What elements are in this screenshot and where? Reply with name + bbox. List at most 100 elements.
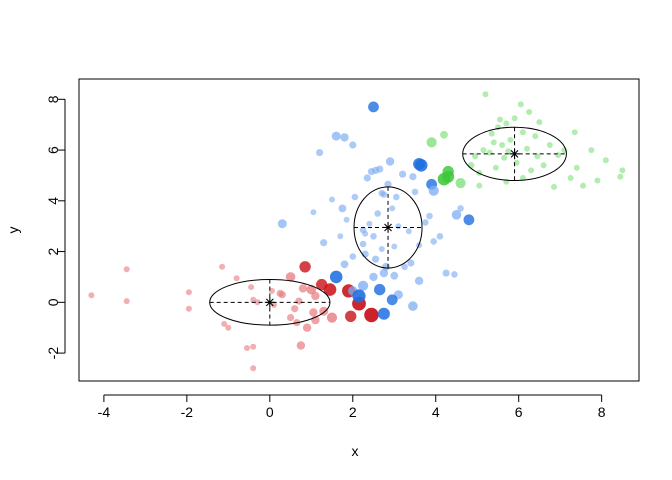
blue-point-63 [414, 159, 428, 172]
blue-point-31 [442, 269, 450, 277]
blue-point-30 [436, 233, 444, 240]
green-point-39 [588, 147, 595, 154]
blue-point-19 [385, 157, 395, 166]
blue-point-47 [390, 271, 399, 280]
blue-point-1 [310, 209, 317, 216]
green-point-17 [501, 154, 508, 161]
cluster-center-star-2 [509, 148, 520, 159]
blue-point-22 [399, 170, 407, 178]
x-tick-label-4: 4 [432, 404, 440, 420]
red-point-11 [254, 299, 261, 306]
plot-box [78, 78, 640, 382]
blue-point-49 [379, 268, 389, 278]
green-point-30 [540, 162, 547, 169]
green-point-8 [476, 182, 483, 189]
y-tick-label-5: 8 [45, 95, 61, 103]
blue-point-53 [340, 260, 349, 269]
blue-point-59 [377, 307, 390, 320]
red-point-4 [185, 305, 192, 312]
blue-point-27 [422, 219, 429, 226]
blue-point-35 [370, 233, 377, 240]
green-point-41 [602, 157, 609, 164]
blue-point-8 [343, 216, 350, 223]
green-point-31 [546, 142, 553, 148]
star-stroke-3 [510, 149, 519, 158]
green-point-12 [490, 139, 497, 146]
blue-point-25 [411, 188, 419, 196]
green-point-25 [524, 145, 530, 152]
green-point-37 [573, 164, 580, 171]
green-point-38 [580, 182, 586, 189]
red-point-26 [309, 308, 318, 317]
blue-point-46 [369, 272, 378, 282]
red-point-18 [278, 291, 286, 299]
x-axis-title: x [352, 443, 359, 459]
blue-point-10 [351, 193, 359, 201]
blue-point-61 [329, 270, 343, 284]
red-point-12 [244, 345, 250, 351]
red-point-34 [326, 312, 338, 323]
green-point-29 [534, 153, 541, 160]
red-point-5 [219, 263, 226, 270]
green-point-20 [507, 136, 514, 143]
red-point-29 [319, 306, 329, 316]
green-point-11 [486, 149, 493, 156]
blue-point-20 [389, 205, 396, 212]
data-points-layer [88, 91, 626, 372]
green-point-18 [503, 120, 510, 127]
green-point-6 [467, 162, 475, 169]
blue-point-56 [386, 294, 398, 306]
x-tick-label-1: -2 [181, 404, 194, 420]
red-point-37 [345, 310, 357, 322]
blue-point-24 [409, 173, 417, 181]
blue-point-18 [384, 180, 392, 188]
blue-point-23 [405, 228, 412, 235]
red-point-0 [88, 292, 95, 299]
blue-point-48 [401, 263, 408, 271]
green-point-26 [526, 109, 533, 115]
blue-point-52 [414, 276, 424, 285]
green-point-45 [519, 175, 526, 181]
blue-point-60 [352, 289, 366, 303]
y-tick-label-4: 6 [45, 146, 61, 154]
red-point-14 [250, 365, 257, 372]
blue-point-12 [363, 174, 371, 182]
blue-point-54 [358, 280, 369, 291]
blue-point-9 [349, 141, 357, 149]
blue-point-6 [338, 204, 347, 213]
blue-point-32 [451, 271, 458, 278]
x-tick-label-3: 2 [349, 404, 357, 420]
red-point-15 [268, 287, 275, 294]
green-point-42 [617, 173, 624, 180]
blue-point-68 [368, 101, 379, 113]
green-point-5 [455, 178, 466, 189]
red-point-19 [287, 314, 295, 322]
blue-point-64 [451, 210, 462, 220]
green-point-9 [480, 147, 487, 154]
blue-point-55 [374, 283, 386, 296]
green-point-23 [517, 101, 524, 108]
blue-point-42 [349, 253, 357, 260]
green-point-33 [555, 152, 562, 159]
red-point-22 [295, 297, 303, 305]
green-point-32 [551, 183, 557, 190]
green-point-35 [567, 175, 574, 181]
x-tick-label-0: -4 [98, 404, 111, 420]
red-point-9 [248, 284, 255, 291]
green-point-46 [472, 153, 479, 160]
red-point-2 [123, 298, 130, 305]
green-point-15 [497, 116, 503, 123]
cluster-center-star-0 [264, 297, 275, 308]
blue-point-44 [372, 255, 380, 263]
blue-point-34 [359, 240, 367, 248]
red-point-7 [225, 324, 232, 331]
red-point-31 [299, 261, 311, 273]
blue-point-37 [391, 243, 398, 250]
blue-point-3 [320, 239, 328, 247]
green-point-48 [536, 119, 543, 126]
blue-point-33 [457, 205, 464, 212]
red-point-23 [296, 341, 306, 350]
y-tick-label-0: -2 [45, 347, 61, 360]
y-axis-title: y [5, 227, 21, 234]
